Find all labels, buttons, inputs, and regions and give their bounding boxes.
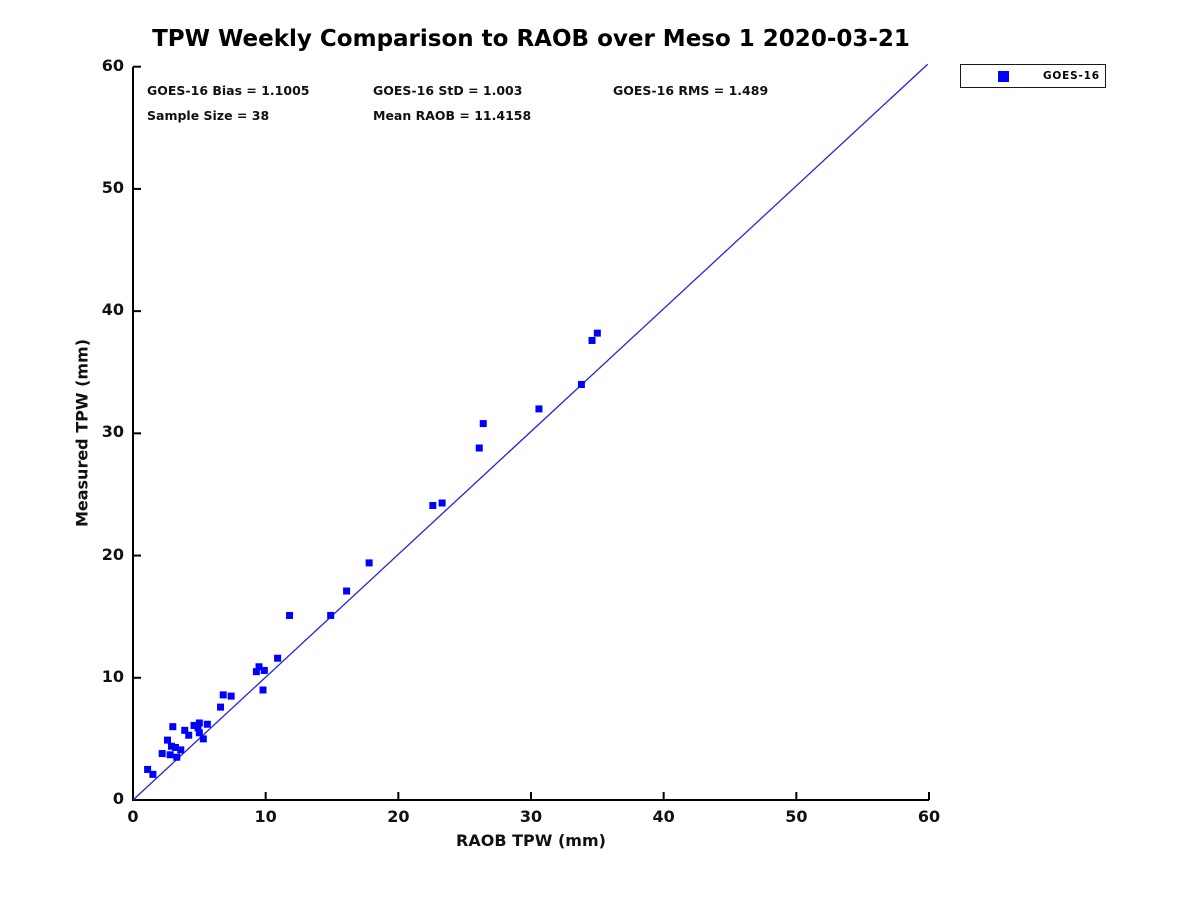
scatter-point (181, 726, 189, 734)
y-tick-label: 0 (112, 789, 124, 808)
y-tick-label: 20 (101, 544, 124, 564)
goes16-square-marker-icon (998, 70, 1009, 82)
y-tick-label: 50 (101, 177, 124, 197)
y-tick-label: 10 (101, 666, 124, 686)
scatter-point (217, 703, 225, 711)
legend-label: GOES-16 (1043, 70, 1100, 82)
scatter-point (577, 380, 585, 388)
scatter-point (535, 405, 543, 413)
scatter-point (158, 750, 166, 758)
scatter-point (199, 735, 207, 743)
scatter-point (173, 753, 181, 761)
chart-title: TPW Weekly Comparison to RAOB over Meso … (152, 26, 910, 52)
scatter-point (195, 719, 203, 727)
scatter-point (171, 743, 179, 751)
stat-rms: GOES-16 RMS = 1.489 (613, 83, 769, 98)
y-tick-label: 60 (101, 55, 124, 75)
scatter-point (327, 611, 335, 619)
scatter-point (260, 666, 268, 674)
y-tick-label: 40 (101, 300, 124, 320)
legend: GOES-16 (960, 64, 1106, 88)
scatter-point (185, 731, 193, 739)
scatter-point (166, 751, 174, 759)
scatter-point (429, 501, 437, 509)
scatter-point (177, 746, 185, 754)
x-tick-label: 10 (254, 807, 277, 826)
scatter-point (227, 692, 235, 700)
x-tick-label: 60 (917, 807, 941, 826)
scatter-point (438, 499, 446, 507)
scatter-point (365, 559, 373, 567)
scatter-point (252, 668, 260, 676)
x-tick-label: 50 (785, 807, 808, 826)
scatter-point (169, 723, 177, 731)
scatter-point (149, 770, 157, 778)
scatter-point (593, 329, 601, 337)
x-axis-label: RAOB TPW (mm) (456, 831, 606, 850)
stat-sample-size: Sample Size = 38 (147, 108, 270, 123)
x-tick-label: 30 (519, 807, 543, 826)
scatter-point (259, 686, 267, 694)
scatter-point (475, 444, 483, 452)
x-tick-label: 0 (127, 807, 139, 826)
x-tick-label: 40 (652, 807, 675, 826)
scatter-point (588, 336, 596, 344)
scatter-point (163, 736, 171, 744)
scatter-point (274, 654, 282, 662)
scatter-point (255, 663, 263, 671)
scatter-point (479, 420, 487, 428)
stat-bias: GOES-16 Bias = 1.1005 (147, 83, 310, 98)
x-tick-label: 20 (387, 807, 410, 826)
scatter-point (343, 587, 351, 595)
scatter-point (286, 611, 294, 619)
scatter-point (144, 765, 152, 773)
scatter-point (203, 720, 211, 728)
scatter-point (195, 729, 203, 737)
y-axis-label: Measured TPW (mm) (72, 338, 92, 528)
stat-std: GOES-16 StD = 1.003 (373, 83, 523, 98)
scatter-point (194, 724, 202, 732)
scatter-point (219, 691, 227, 699)
scatter-point (190, 721, 198, 729)
stat-mean-raob: Mean RAOB = 11.4158 (373, 108, 532, 123)
identity-line (132, 63, 929, 801)
y-tick-label: 30 (101, 422, 124, 442)
scatter-point (167, 742, 175, 750)
